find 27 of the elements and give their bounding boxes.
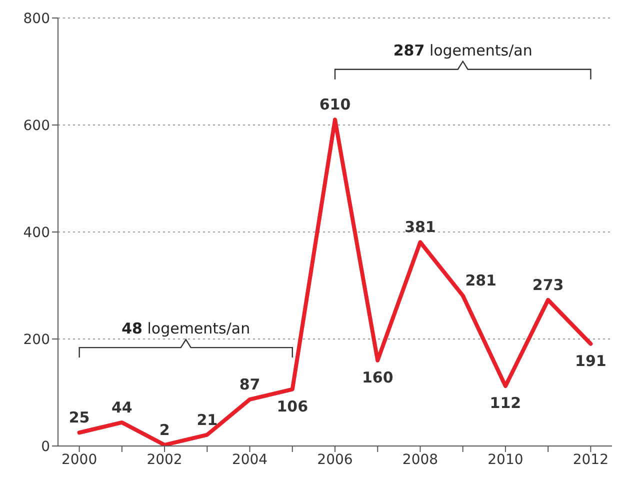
y-tick-label: 200 [23, 332, 50, 348]
annotation: 48 logements/an [122, 320, 250, 338]
data-label: 273 [532, 276, 564, 294]
y-tick-label: 400 [23, 224, 50, 241]
data-label: 191 [575, 352, 606, 370]
data-label: 610 [319, 96, 351, 114]
x-tick-label: 2004 [232, 452, 268, 468]
data-label: 87 [239, 375, 260, 394]
y-tick-label: 0 [41, 438, 50, 455]
data-label: 25 [68, 408, 90, 427]
x-tick-label: 2010 [488, 452, 524, 468]
x-tick-label: 2008 [402, 452, 438, 468]
x-tick-label: 2002 [146, 452, 182, 468]
y-tick-label: 800 [23, 10, 50, 27]
data-label: 44 [111, 398, 132, 416]
data-label: 106 [276, 397, 308, 416]
data-label: 160 [362, 368, 394, 386]
data-label: 281 [465, 272, 496, 290]
annotation: 287 logements/an [393, 41, 532, 60]
data-label: 21 [196, 410, 218, 429]
x-tick-label: 2000 [61, 452, 98, 468]
data-label: 112 [490, 394, 522, 412]
y-tick-label: 600 [23, 118, 50, 134]
x-tick-label: 2012 [572, 452, 609, 468]
x-tick-label: 2006 [317, 452, 353, 468]
data-label: 2 [159, 420, 170, 439]
data-label: 381 [404, 218, 436, 236]
